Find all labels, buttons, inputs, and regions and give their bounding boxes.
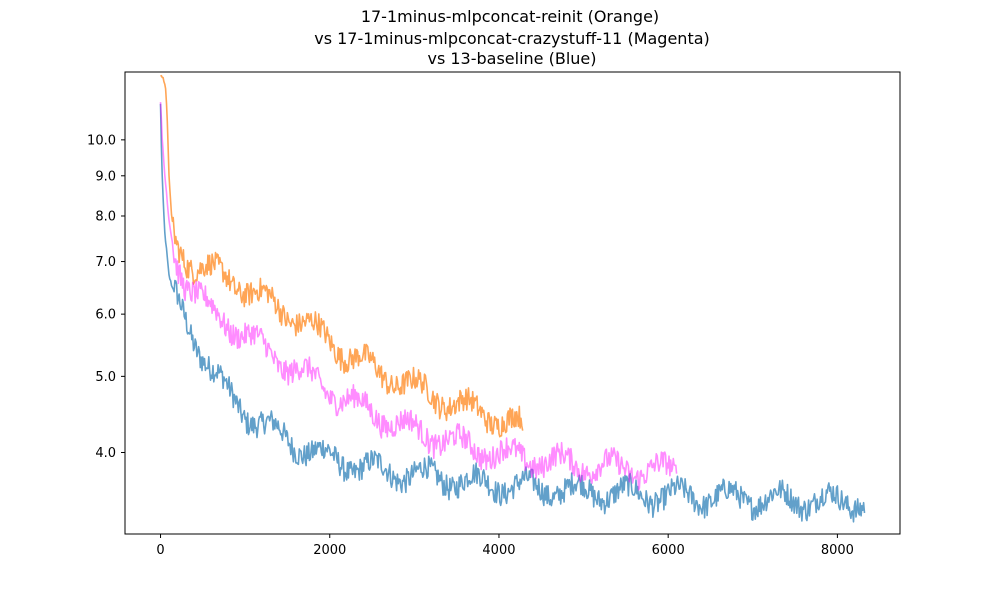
- y-tick-label: 7.0: [95, 255, 116, 270]
- title-line-1: 17-1minus-mlpconcat-reinit (Orange): [361, 7, 659, 26]
- x-tick-label: 6000: [652, 543, 685, 558]
- chart-title: 17-1minus-mlpconcat-reinit (Orange) vs 1…: [314, 7, 710, 68]
- title-line-2: vs 17-1minus-mlpconcat-crazystuff-11 (Ma…: [314, 29, 710, 48]
- y-tick-label: 9.0: [95, 169, 116, 184]
- plot-frame: [124, 71, 901, 535]
- x-axis: 0 2000 4000 6000 8000: [156, 534, 854, 558]
- x-tick-label: 8000: [821, 543, 854, 558]
- series-line-blue: [159, 103, 866, 523]
- plot-area: [124, 71, 901, 535]
- y-axis: 4.0 5.0 6.0 7.0 8.0 9.0 10.0: [87, 133, 125, 461]
- x-tick-label: 4000: [482, 543, 515, 558]
- y-tick-label: 8.0: [95, 209, 116, 224]
- y-tick-label: 6.0: [95, 308, 116, 323]
- y-tick-label: 5.0: [95, 370, 116, 385]
- series-line-magenta: [159, 102, 678, 491]
- x-tick-label: 0: [156, 543, 164, 558]
- y-tick-label: 10.0: [87, 133, 116, 148]
- series-layer: [159, 74, 866, 523]
- x-tick-label: 2000: [313, 543, 346, 558]
- title-line-3: vs 13-baseline (Blue): [427, 49, 596, 68]
- y-tick-label: 4.0: [95, 446, 116, 461]
- series-line-orange: [160, 74, 524, 438]
